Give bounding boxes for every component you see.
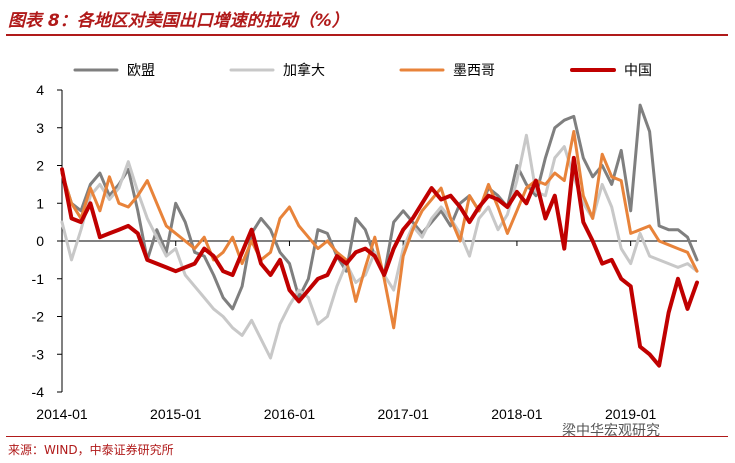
series-layer — [60, 103, 699, 368]
y-tick-label: -1 — [32, 271, 45, 287]
figure-title: 图表 8：各地区对美国出口增速的拉动（%） — [8, 11, 349, 31]
y-tick-label: -4 — [32, 384, 45, 400]
x-tick-label: 2019-01 — [605, 406, 657, 422]
series-line-1 — [60, 133, 699, 360]
y-axis: 4 3 2 1 0 -1 -2 -3 -4 — [32, 82, 63, 400]
x-axis: 2014-01 2015-01 2016-01 2017-01 2018-01 2019-… — [36, 240, 697, 422]
watermark-text: 梁中华宏观研究 — [562, 423, 660, 439]
y-tick-label: 4 — [36, 82, 44, 98]
legend: 欧盟 加拿大 墨西哥 中国 — [73, 62, 652, 79]
title-rule — [6, 34, 728, 36]
series-line-2 — [60, 130, 699, 330]
y-tick-label: -3 — [32, 346, 45, 362]
series-line-3 — [60, 155, 699, 368]
x-tick-label: 2015-01 — [150, 406, 202, 422]
y-tick-label: 2 — [36, 158, 44, 174]
y-tick-label: 3 — [36, 120, 44, 136]
bottom-rule — [6, 436, 728, 437]
legend-label-1: 加拿大 — [283, 62, 325, 79]
y-tick-label: 1 — [36, 195, 44, 211]
x-tick-label: 2017-01 — [377, 406, 429, 422]
x-tick-label: 2014-01 — [36, 406, 88, 422]
x-tick-label: 2018-01 — [491, 406, 543, 422]
y-tick-label: -2 — [32, 309, 45, 325]
legend-label-3: 中国 — [624, 63, 652, 79]
figure-source: 来源：WIND，中泰证券研究所 — [8, 443, 174, 457]
y-tick-label: 0 — [36, 233, 44, 249]
legend-label-2: 墨西哥 — [453, 63, 495, 79]
x-tick-label: 2016-01 — [264, 406, 316, 422]
legend-label-0: 欧盟 — [127, 63, 155, 79]
